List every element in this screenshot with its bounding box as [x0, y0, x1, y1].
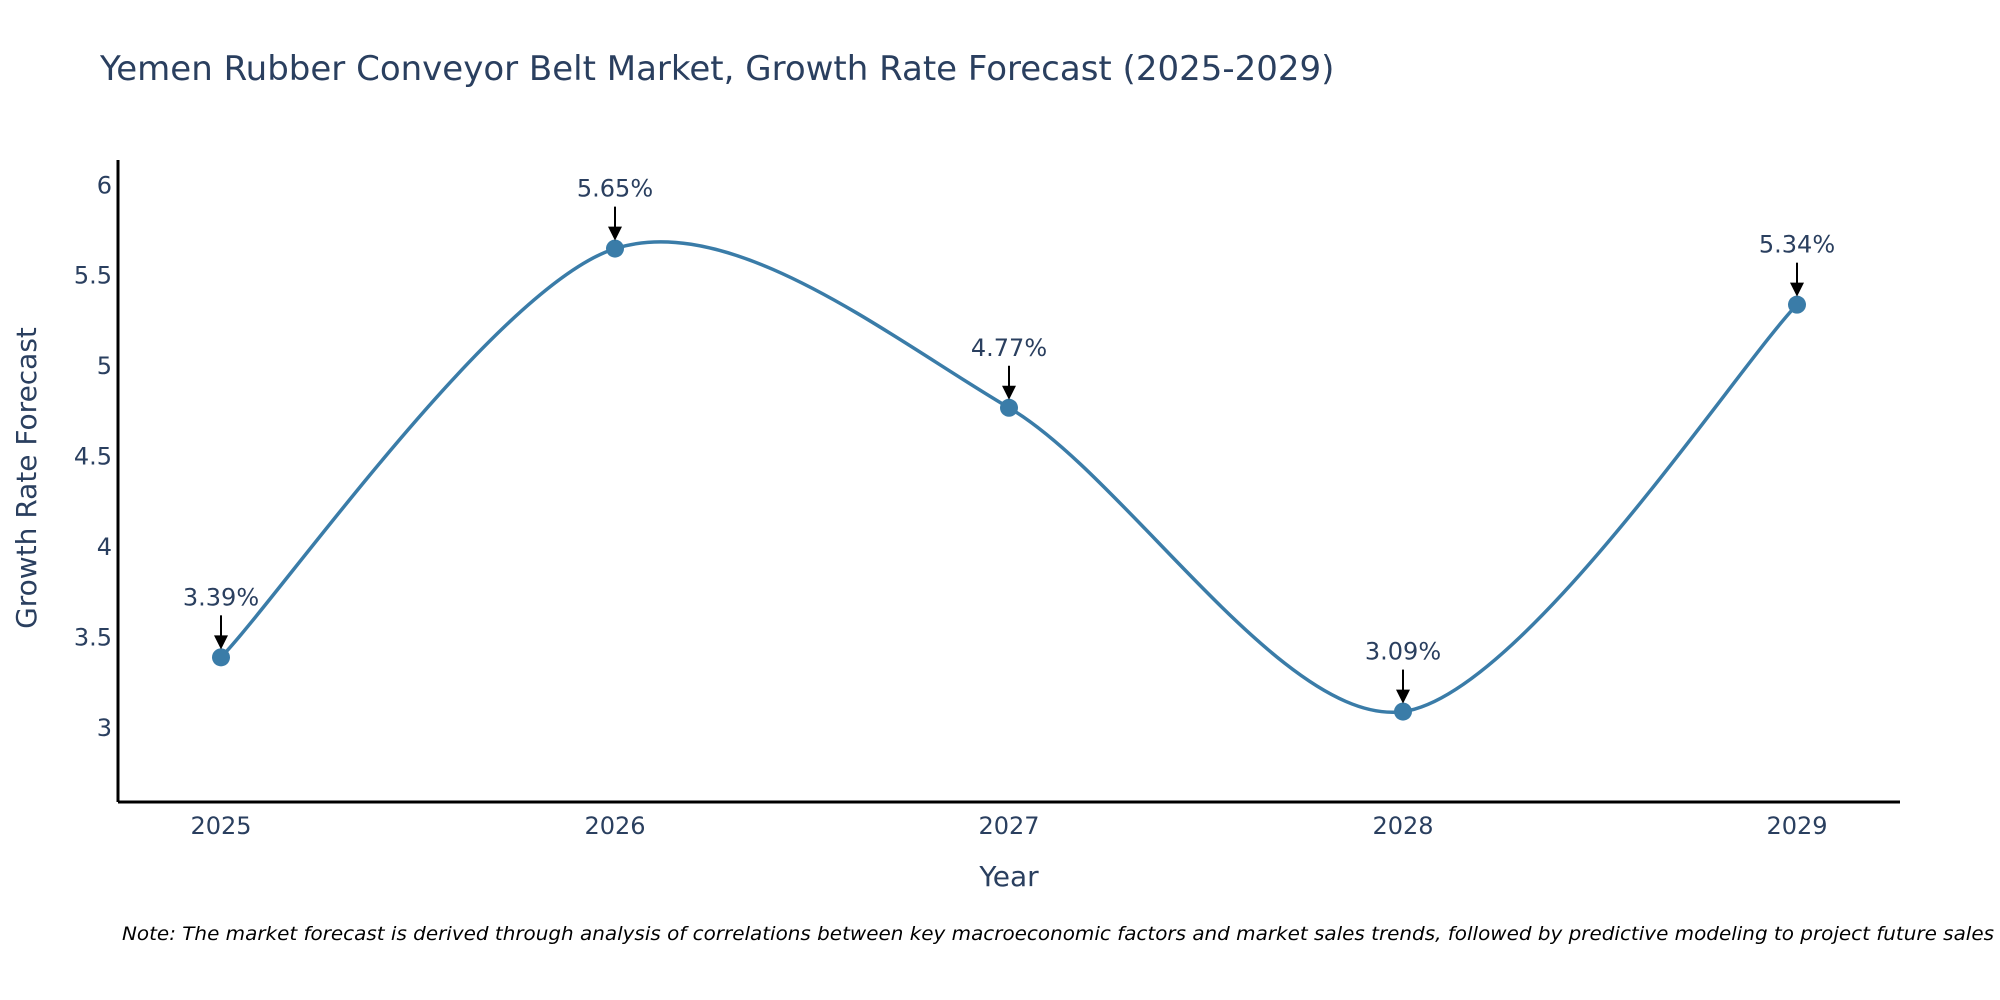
- x-tick-label: 2026: [584, 812, 645, 840]
- data-point: [606, 239, 624, 258]
- annotation-arrow-head: [214, 635, 228, 650]
- data-annotations: 3.39% 5.65% 4.77% 3.09% 5.34%: [183, 175, 1835, 704]
- y-tick-label: 4.5: [74, 443, 112, 471]
- x-tick-labels: 2025 2026 2027 2028 2029: [190, 812, 1827, 840]
- y-tick-labels: 3 3.5 4 4.5 5 5.5 6: [74, 171, 112, 742]
- data-label: 3.09%: [1365, 638, 1441, 666]
- y-tick-label: 3.5: [74, 623, 112, 651]
- data-point: [1394, 702, 1412, 721]
- annotation-arrow-head: [608, 226, 622, 241]
- data-label: 3.39%: [183, 583, 259, 611]
- series-line: [219, 240, 1799, 714]
- y-tick-label: 6: [97, 171, 112, 199]
- data-point: [212, 648, 230, 667]
- x-tick-label: 2027: [978, 812, 1039, 840]
- y-tick-label: 5: [97, 352, 112, 380]
- x-tick-label: 2025: [190, 812, 251, 840]
- y-axis-title: Growth Rate Forecast: [10, 327, 43, 629]
- plot-area: 3 3.5 4 4.5 5 5.5 6 2025 2026 2027 2028 2029 3.39%…: [74, 160, 1900, 840]
- x-axis-title: Year: [978, 860, 1039, 893]
- data-label: 5.34%: [1759, 231, 1835, 259]
- footnote: Note: The market forecast is derived thr…: [122, 923, 1994, 945]
- chart-title: Yemen Rubber Conveyor Belt Market, Growt…: [99, 49, 1334, 89]
- x-tick-label: 2029: [1766, 812, 1827, 840]
- y-tick-label: 3: [97, 714, 112, 742]
- data-point: [1000, 398, 1018, 417]
- y-tick-label: 4: [97, 533, 112, 561]
- data-label: 5.65%: [577, 175, 653, 203]
- x-tick-label: 2028: [1372, 812, 1433, 840]
- data-markers: [212, 239, 1806, 721]
- annotation-arrow-head: [1790, 282, 1804, 297]
- data-label: 4.77%: [971, 334, 1047, 362]
- y-tick-label: 5.5: [74, 262, 112, 290]
- annotation-arrow-head: [1396, 689, 1410, 704]
- annotation-arrow-head: [1002, 385, 1016, 400]
- data-point: [1788, 295, 1806, 314]
